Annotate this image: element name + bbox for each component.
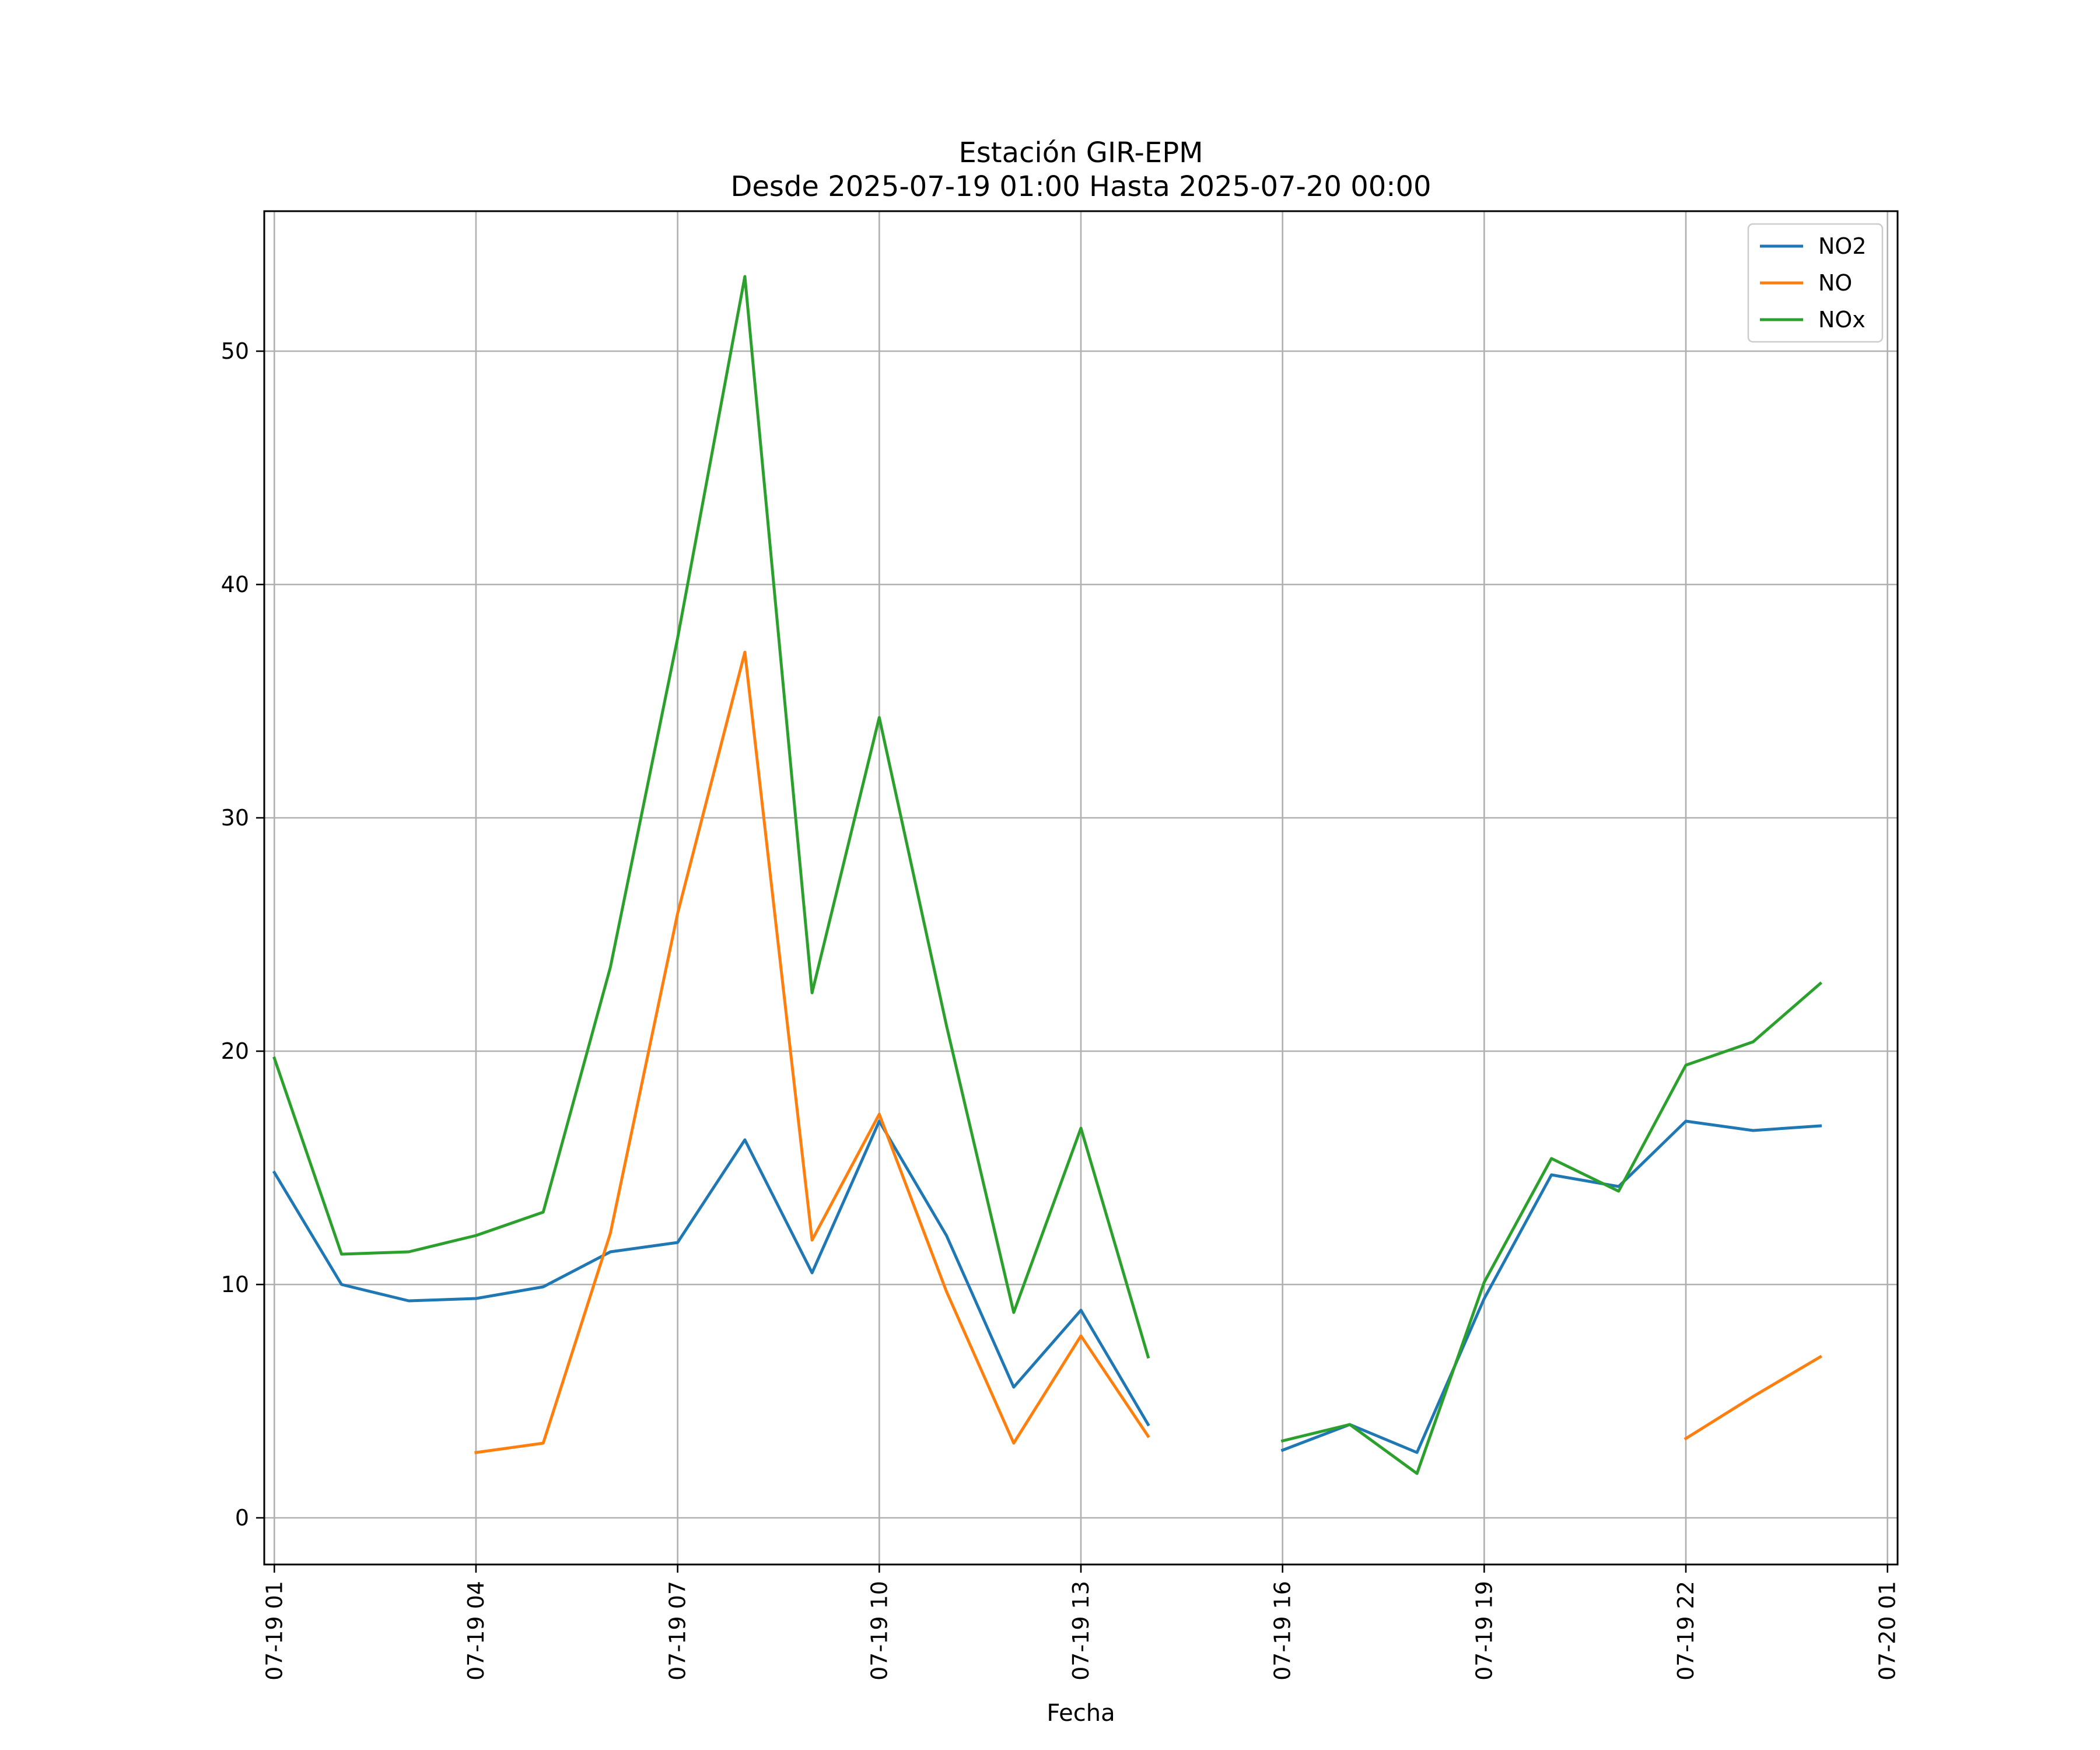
legend-label-no2: NO2 <box>1818 233 1867 259</box>
grid <box>264 211 1898 1564</box>
x-tick-label: 07-19 22 <box>1673 1581 1699 1681</box>
x-tick-label: 07-19 13 <box>1068 1581 1094 1681</box>
legend-box <box>1747 223 1884 343</box>
y-tick-label: 40 <box>221 572 249 597</box>
x-tick-label: 07-20 01 <box>1875 1581 1901 1681</box>
x-tick-label: 07-19 19 <box>1471 1581 1497 1681</box>
y-tick-label: 10 <box>221 1272 249 1297</box>
x-tick-label: 07-19 07 <box>665 1581 691 1681</box>
series-no2-line <box>1280 1119 1822 1454</box>
legend-label-nox: NOx <box>1818 307 1866 332</box>
axis-ticks: 0 10 20 30 40 50 07-19 01 07-19 04 07-19 07 07-19… <box>221 338 1901 1681</box>
series-nox-group <box>272 275 1823 1475</box>
plot-series <box>272 275 1823 1475</box>
legend: NO2 NO NOx <box>1747 223 1884 343</box>
series-no-line <box>1684 1354 1822 1441</box>
series-no-group <box>474 650 1822 1454</box>
y-tick-label: 20 <box>221 1038 249 1064</box>
series-nox-line <box>1280 981 1823 1475</box>
series-no2-group <box>272 1119 1822 1454</box>
x-axis-label: Fecha <box>1046 1700 1115 1727</box>
series-no2-line <box>272 1119 1150 1427</box>
series-no-line <box>474 650 1150 1454</box>
x-tick-label: 07-19 10 <box>866 1581 892 1681</box>
y-tick-label: 50 <box>221 338 249 364</box>
x-tick-label: 07-19 16 <box>1270 1581 1296 1681</box>
y-tick-label: 0 <box>235 1505 249 1531</box>
x-tick-label: 07-19 04 <box>463 1581 489 1681</box>
chart-title: Estación GIR-EPM <box>958 136 1203 169</box>
legend-label-no: NO <box>1818 270 1852 296</box>
chart-subtitle: Desde 2025-07-19 01:00 Hasta 2025-07-20 … <box>730 170 1431 203</box>
y-tick-label: 30 <box>221 805 249 831</box>
x-tick-label: 07-19 01 <box>261 1581 287 1681</box>
series-nox-line <box>272 275 1150 1359</box>
